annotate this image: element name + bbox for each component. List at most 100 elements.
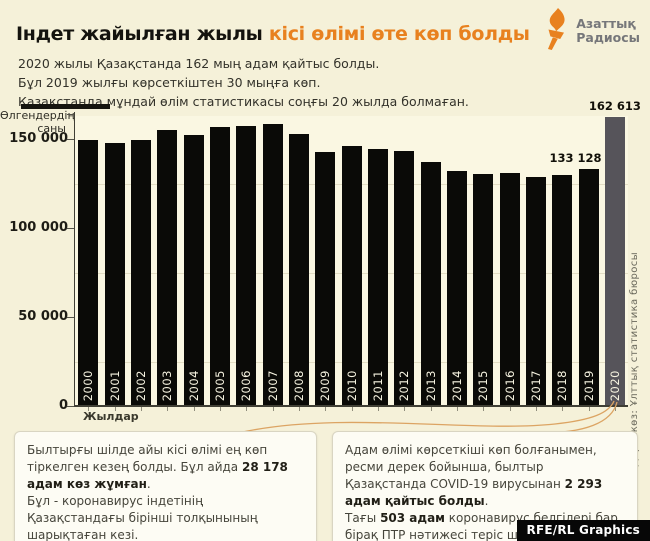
x-tick-mark	[509, 407, 511, 411]
x-tick-label: 2008	[291, 369, 306, 401]
chart-bar-2001: 2001	[104, 142, 125, 406]
y-tick-mark	[67, 317, 74, 319]
intro-line: 2020 жылы Қазақстанда 162 мың адам қайты…	[18, 56, 380, 71]
chart-bar-2007: 2007	[262, 124, 283, 406]
x-tick-label: 2000	[81, 369, 96, 401]
chart-bar-2019: 2019	[578, 169, 599, 406]
intro-line: Қазақстанда мұндай өлім статистикасы соң…	[18, 93, 469, 109]
text-segment: 28 178 адам көз жұмған	[27, 460, 288, 492]
x-tick-mark	[272, 407, 274, 411]
y-tick-label: 0	[58, 398, 68, 413]
x-tick-label: 2011	[370, 369, 385, 401]
text-segment: 2 293 адам қайтыс болды	[345, 477, 603, 509]
x-tick-label: 2018	[555, 369, 570, 401]
chart-bar-2004: 2004	[183, 135, 204, 406]
x-tick-label: 2001	[107, 369, 122, 401]
chart-bar-2003: 2003	[157, 129, 178, 406]
x-tick-mark	[588, 407, 590, 411]
x-tick-mark	[404, 407, 406, 411]
x-tick-mark	[193, 407, 195, 411]
chart-bar-2015: 2015	[473, 173, 494, 406]
x-tick-label: 2014	[449, 369, 464, 401]
y-tick-mark	[67, 228, 74, 230]
text-segment: Тағы	[345, 511, 381, 526]
x-tick-label: 2006	[239, 369, 254, 401]
x-tick-label: 2016	[502, 369, 517, 401]
x-tick-mark	[430, 407, 432, 411]
chart-bar-2005: 2005	[209, 126, 230, 406]
text-segment: Бұл - коронавирус індетінің Қазақстандағ…	[27, 494, 258, 541]
x-tick-mark	[246, 407, 248, 411]
y-tick-label: 150 000	[9, 131, 68, 147]
x-tick-label: 2009	[318, 369, 333, 401]
y-tick-mark	[67, 139, 74, 141]
text-segment: .	[146, 477, 151, 492]
chart-bar-2009: 2009	[315, 151, 336, 406]
x-tick-label: 2019	[581, 369, 596, 401]
bar-value-label-2020: 162 613	[588, 98, 641, 113]
x-tick-label: 2020	[607, 369, 622, 401]
x-tick-mark	[140, 407, 142, 411]
logo-wordmark: Азаттық Радиосы	[576, 16, 640, 45]
x-tick-mark	[535, 407, 537, 411]
y-tick-label: 100 000	[9, 220, 68, 236]
x-tick-mark	[114, 407, 116, 411]
x-axis-line	[73, 405, 628, 407]
chart-bar-2011: 2011	[367, 149, 388, 406]
chart-bar-2008: 2008	[288, 134, 309, 406]
y-axis-line	[73, 112, 75, 406]
x-tick-mark	[377, 407, 379, 411]
x-tick-mark	[88, 407, 90, 411]
x-tick-mark	[456, 407, 458, 411]
chart-bar-2020: 2020	[604, 116, 625, 406]
text-segment: кісі өлімі өте көп болды	[268, 22, 530, 45]
x-tick-mark	[562, 407, 564, 411]
x-tick-label: 2015	[476, 369, 491, 401]
y-tick-label: 50 000	[18, 309, 68, 325]
x-tick-label: 2005	[212, 369, 227, 401]
y-axis-title-connector	[67, 114, 75, 115]
text-segment: Індет жайылған жылы	[16, 22, 269, 45]
text-segment: Адам өлімі көрсеткіші көп болғанымен, ре…	[345, 443, 597, 492]
page-title: Індет жайылған жылы кісі өлімі өте көп б…	[16, 22, 546, 46]
x-tick-label: 2002	[133, 369, 148, 401]
x-axis-title: Жылдар	[83, 410, 139, 423]
chart-bar-2002: 2002	[130, 140, 151, 406]
decorative-bar	[21, 104, 110, 109]
x-tick-label: 2012	[397, 369, 412, 401]
torch-icon	[537, 8, 571, 54]
x-tick-label: 2007	[265, 369, 280, 401]
note-box-left: Былтырғы шілде айы кісі өлімі ең көп тір…	[14, 431, 317, 541]
chart-bar-2016: 2016	[499, 172, 520, 406]
intro-line: Бұл 2019 жылғы көрсеткіштен 30 мыңға көп…	[18, 74, 321, 90]
azattyq-logo: Азаттық Радиосы	[537, 8, 640, 54]
x-tick-mark	[351, 407, 353, 411]
y-axis-title: Өлгендердің саны	[0, 109, 75, 136]
text-segment: .	[484, 494, 489, 509]
x-tick-mark	[298, 407, 300, 411]
intro-text: 2020 жылы Қазақстанда 162 мың адам қайты…	[18, 55, 469, 111]
x-tick-mark	[167, 407, 169, 411]
x-tick-mark	[325, 407, 327, 411]
chart-bar-2000: 2000	[78, 139, 99, 406]
x-tick-label: 2013	[423, 369, 438, 401]
bar-value-label-2019: 133 128	[549, 151, 602, 166]
note-paragraph: Адам өлімі көрсеткіші көп болғанымен, ре…	[345, 442, 625, 510]
text-segment: Былтырғы шілде айы кісі өлімі ең көп тір…	[27, 443, 268, 475]
chart-bar-2006: 2006	[236, 126, 257, 406]
credit-badge: RFE/RL Graphics	[516, 520, 650, 541]
x-tick-label: 2010	[344, 369, 359, 401]
note-paragraph: Былтырғы шілде айы кісі өлімі ең көп тір…	[27, 442, 304, 493]
chart-bar-2013: 2013	[420, 162, 441, 406]
note-paragraph: Тағы 503 адам коронавирус белгілері бар,…	[345, 510, 625, 541]
x-tick-mark	[483, 407, 485, 411]
x-tick-label: 2004	[186, 369, 201, 401]
x-tick-mark	[614, 407, 616, 411]
chart-bar-2018: 2018	[552, 175, 573, 406]
y-tick-mark	[67, 406, 74, 407]
x-tick-label: 2003	[160, 369, 175, 401]
chart-bar-2012: 2012	[394, 151, 415, 406]
chart-bar-2014: 2014	[446, 171, 467, 406]
chart-bar-2010: 2010	[341, 146, 362, 406]
